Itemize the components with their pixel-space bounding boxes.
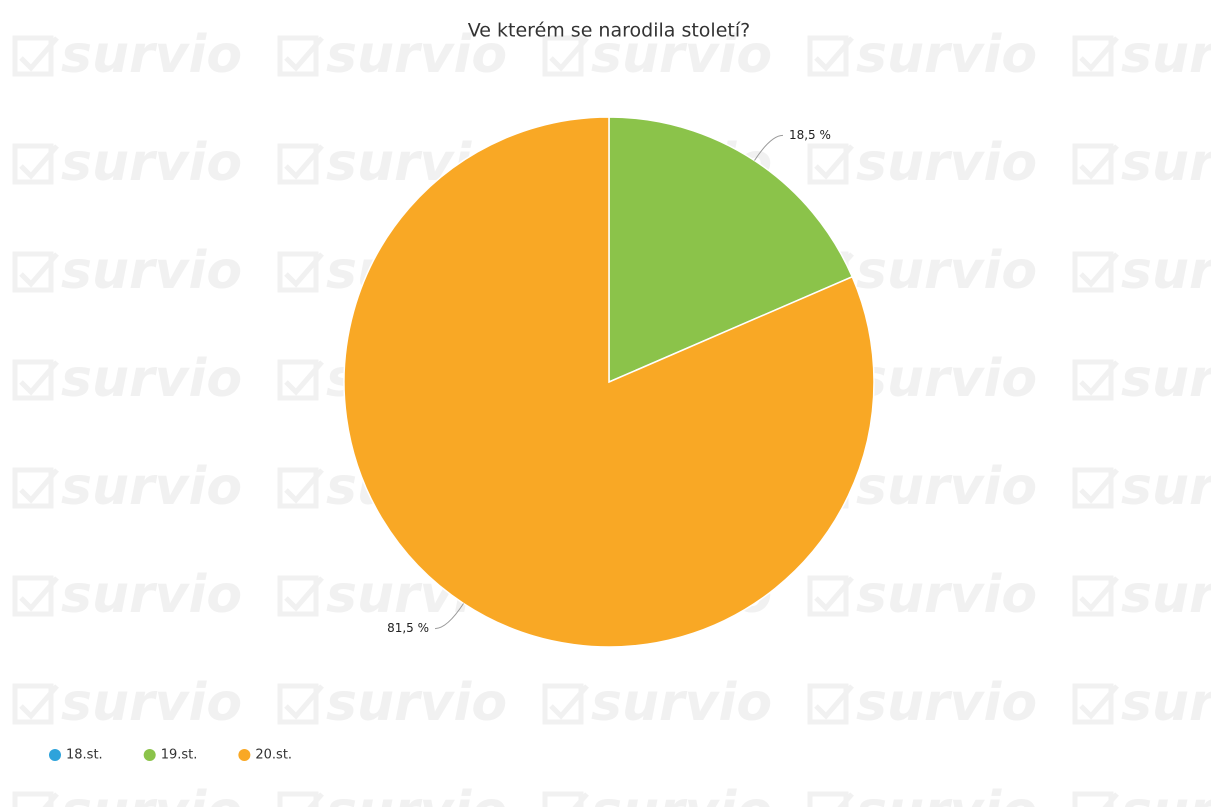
pie-slice (343, 116, 875, 648)
watermark-icon (12, 143, 59, 185)
pie: 18,5 % 81,5 % (343, 116, 875, 648)
watermark-icon (807, 791, 854, 807)
label-connector (434, 603, 464, 630)
watermark-icon (277, 575, 324, 617)
watermark-text: survio (856, 457, 1037, 517)
watermark-icon (12, 791, 59, 807)
pie-slice (608, 116, 854, 384)
watermark-icon (277, 683, 324, 725)
watermark-text: survio (61, 241, 242, 301)
legend-label: 18.st. (66, 748, 103, 763)
watermark-icon (12, 575, 59, 617)
watermark-text: survio (1121, 241, 1211, 301)
watermark-text: survio (1121, 349, 1211, 409)
watermark-text: survio (856, 565, 1037, 625)
watermark-text: survio (61, 457, 242, 517)
watermark-text: survio (1121, 457, 1211, 517)
label-connector (754, 134, 784, 161)
legend-marker (238, 749, 251, 761)
watermark-icon (807, 683, 854, 725)
watermark-icon (542, 791, 589, 807)
watermark-text: survio (61, 781, 242, 807)
watermark-icon (807, 143, 854, 185)
watermark-icon (12, 251, 59, 293)
watermark-text: survio (61, 565, 242, 625)
watermark-text: survio (856, 241, 1037, 301)
watermark-text: survio (61, 133, 242, 193)
watermark-icon (277, 35, 324, 77)
watermark-icon (807, 35, 854, 77)
watermark-text: survio (591, 25, 772, 85)
watermark-text: survio (326, 673, 507, 733)
watermark-text: survio (1121, 565, 1211, 625)
value-label: 18,5 % (789, 128, 831, 142)
legend: 18.st. 19.st. 20.st. (49, 748, 292, 763)
watermark-icon (1072, 35, 1119, 77)
watermark-text: survio (591, 673, 772, 733)
watermark-text: survio (591, 781, 772, 807)
watermark-text: survio (856, 133, 1037, 193)
watermark-icon (1072, 791, 1119, 807)
legend-label: 19.st. (161, 748, 198, 763)
watermark-icon (12, 683, 59, 725)
chart-title: Ve kterém se narodila století? (468, 20, 750, 42)
watermark-icon (277, 251, 324, 293)
watermark-icon (1072, 251, 1119, 293)
value-label: 81,5 % (387, 621, 429, 635)
watermark-icon (12, 35, 59, 77)
watermark-text: survio (1121, 25, 1211, 85)
watermark-text: survio (1121, 673, 1211, 733)
watermark-text: survio (856, 673, 1037, 733)
watermark-icon (277, 791, 324, 807)
watermark-icon (1072, 143, 1119, 185)
watermark-text: survio (856, 25, 1037, 85)
watermark-text: survio (1121, 781, 1211, 807)
watermark-icon (1072, 575, 1119, 617)
watermark-icon (12, 467, 59, 509)
watermark-icon (1072, 467, 1119, 509)
watermark-text: survio (856, 781, 1037, 807)
watermark-text: survio (326, 25, 507, 85)
watermark-text: survio (856, 349, 1037, 409)
watermark-icon (807, 575, 854, 617)
watermark-icon (1072, 683, 1119, 725)
watermark-text: survio (1121, 133, 1211, 193)
watermark-icon (542, 683, 589, 725)
watermark-text: survio (61, 349, 242, 409)
watermark-text: survio (61, 673, 242, 733)
legend-marker (49, 749, 61, 761)
watermark-icon (12, 359, 59, 401)
watermark-icon (277, 359, 324, 401)
watermark-text: survio (326, 781, 507, 807)
legend-marker (143, 749, 156, 761)
watermark-icon (542, 35, 589, 77)
legend-label: 20.st. (255, 748, 292, 763)
watermark-text: survio (61, 25, 242, 85)
watermark-icon (277, 143, 324, 185)
watermark-icon (1072, 359, 1119, 401)
watermark-icon (277, 467, 324, 509)
